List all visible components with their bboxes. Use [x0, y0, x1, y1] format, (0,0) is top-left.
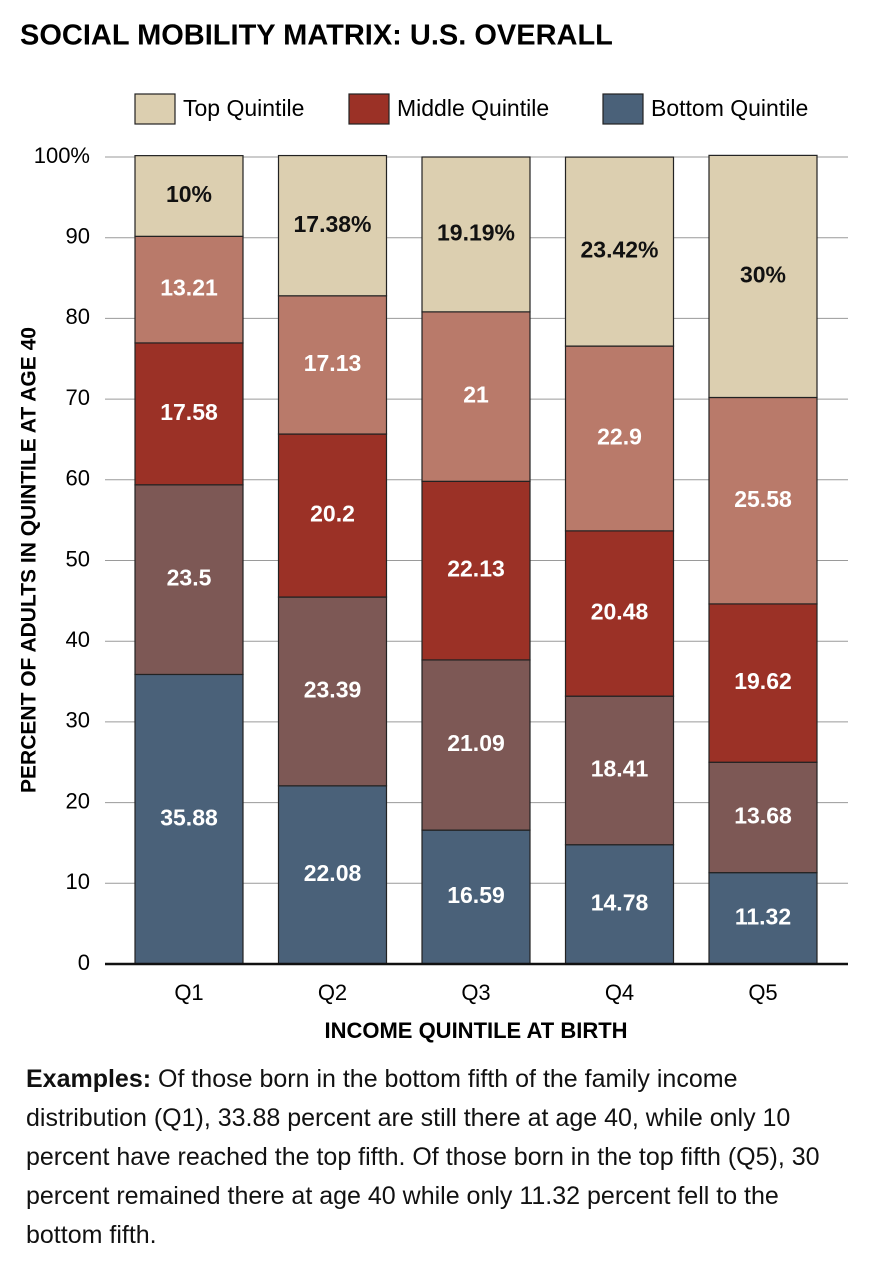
- legend-label: Middle Quintile: [397, 95, 549, 121]
- y-axis-label: PERCENT OF ADULTS IN QUINTILE AT AGE 40: [18, 327, 41, 793]
- data-label: 10%: [166, 181, 212, 207]
- bar-segment: [421, 311, 531, 482]
- data-label: 17.38%: [293, 211, 371, 237]
- data-label: 20.2: [310, 501, 355, 527]
- x-tick-label: Q2: [318, 980, 347, 1005]
- bar-segment: [134, 673, 244, 965]
- bar-segment: [134, 342, 244, 486]
- x-tick-label: Q4: [605, 980, 634, 1005]
- bar-segment: [277, 433, 388, 598]
- legend-swatch: [602, 93, 644, 125]
- data-label: 14.78: [591, 889, 649, 915]
- y-tick-label: 0: [78, 950, 90, 975]
- data-label: 17.58: [160, 399, 218, 425]
- bar-segment: [421, 156, 531, 313]
- y-tick-label: 80: [66, 304, 90, 329]
- bar-segment: [708, 761, 818, 874]
- bar-segment: [134, 235, 244, 344]
- y-tick-label: 70: [66, 385, 90, 410]
- bar-segment: [564, 530, 675, 697]
- y-tick-label: 90: [66, 224, 90, 249]
- data-label: 25.58: [734, 486, 792, 512]
- data-label: 22.9: [597, 424, 642, 450]
- bar-segment: [564, 695, 675, 846]
- bar-segment: [421, 480, 531, 661]
- data-label: 30%: [740, 262, 786, 288]
- x-tick-label: Q1: [174, 980, 203, 1005]
- data-label: 35.88: [160, 804, 218, 830]
- data-label: 21.09: [447, 730, 505, 756]
- data-label: 13.68: [734, 803, 792, 829]
- y-tick-label: 50: [66, 546, 90, 571]
- data-label: 23.5: [167, 565, 212, 591]
- bar-segment: [708, 603, 818, 763]
- bar-segment: [564, 156, 675, 347]
- y-tick-label: 20: [66, 788, 90, 813]
- data-label: 21: [463, 382, 489, 408]
- data-label: 23.42%: [580, 237, 658, 263]
- x-tick-label: Q5: [748, 980, 777, 1005]
- bar-segment: [708, 154, 818, 399]
- bar-segment: [564, 345, 675, 532]
- data-label: 13.21: [160, 275, 218, 301]
- bar-segment: [277, 785, 388, 965]
- footnote: Examples: Of those born in the bottom fi…: [26, 1060, 856, 1255]
- x-axis-label: INCOME QUINTILE AT BIRTH: [324, 1018, 627, 1043]
- data-label: 17.13: [304, 350, 362, 376]
- legend-label: Top Quintile: [183, 95, 304, 121]
- data-label: 20.48: [591, 599, 649, 625]
- y-tick-label: 60: [66, 466, 90, 491]
- data-label: 22.13: [447, 556, 505, 582]
- data-label: 18.41: [591, 756, 649, 782]
- note-text: Of those born in the bottom fifth of the…: [26, 1065, 820, 1249]
- y-tick-label: 10: [66, 869, 90, 894]
- bar-segment: [564, 844, 675, 965]
- data-label: 16.59: [447, 882, 505, 908]
- y-tick-label: 40: [66, 627, 90, 652]
- data-label: 19.19%: [437, 220, 515, 246]
- data-label: 22.08: [304, 860, 362, 886]
- bar-segment: [277, 154, 388, 297]
- chart-title: SOCIAL MOBILITY MATRIX: U.S. OVERALL: [20, 20, 613, 52]
- bar-segment: [277, 596, 388, 787]
- y-tick-label: 30: [66, 708, 90, 733]
- y-tick-label: 100%: [34, 143, 90, 168]
- bar-segment: [134, 155, 244, 237]
- data-label: 11.32: [735, 903, 791, 929]
- bar-segment: [708, 396, 818, 605]
- note-label: Examples:: [26, 1065, 152, 1093]
- data-label: 23.39: [304, 677, 362, 703]
- bar-segment: [134, 484, 244, 676]
- bar-segment: [277, 295, 388, 435]
- data-label: 19.62: [734, 668, 792, 694]
- legend-swatch: [348, 93, 390, 125]
- legend-swatch: [134, 93, 176, 125]
- legend-label: Bottom Quintile: [651, 95, 808, 121]
- x-tick-label: Q3: [461, 980, 490, 1005]
